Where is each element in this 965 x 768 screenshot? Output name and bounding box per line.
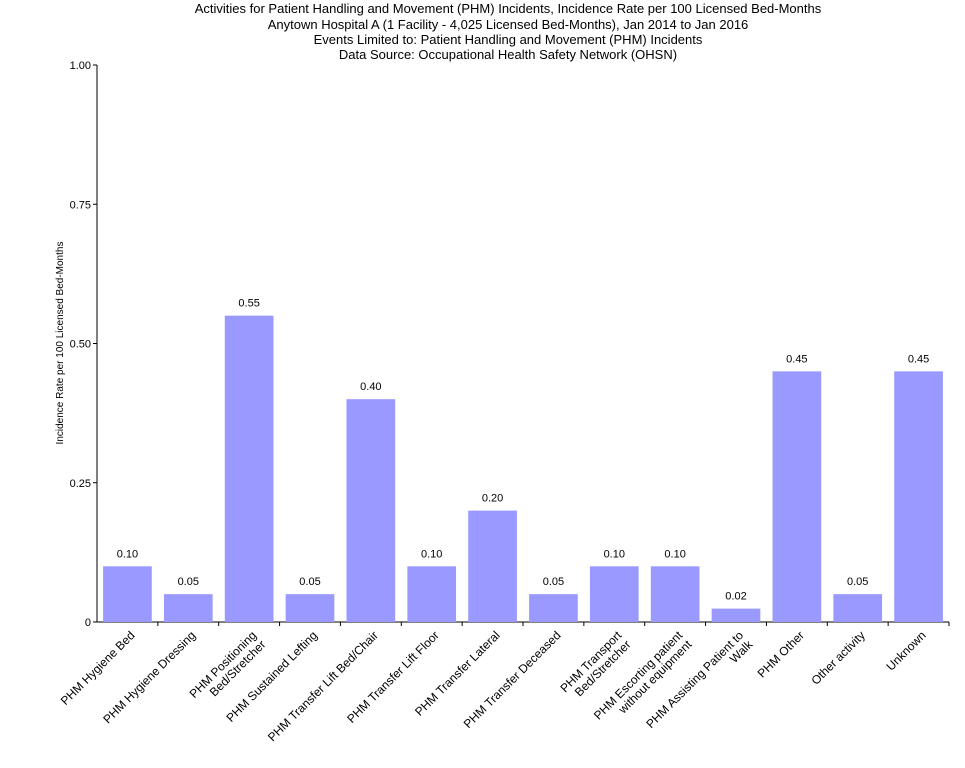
value-label: 0.02 bbox=[725, 591, 746, 603]
y-tick-label: 0.50 bbox=[70, 339, 91, 351]
x-tick-label-line: PHM Other bbox=[755, 628, 807, 680]
value-label: 0.10 bbox=[664, 548, 685, 560]
value-label: 0.10 bbox=[604, 548, 625, 560]
x-tick-label-group: Other activity bbox=[808, 628, 867, 687]
bar bbox=[589, 566, 639, 622]
chart-title: Activities for Patient Handling and Move… bbox=[195, 1, 822, 16]
x-tick-label-line: Other activity bbox=[808, 628, 867, 687]
bar bbox=[346, 399, 396, 622]
x-tick-label-group: PHM Other bbox=[755, 628, 807, 680]
bar bbox=[833, 594, 883, 622]
bar bbox=[894, 371, 943, 622]
chart-subtitle: Data Source: Occupational Health Safety … bbox=[339, 47, 677, 62]
x-tick-label: PHM Other bbox=[755, 628, 807, 680]
bar bbox=[529, 594, 578, 622]
bar bbox=[772, 371, 822, 622]
bar bbox=[285, 594, 335, 622]
x-tick-label-line: Unknown bbox=[883, 628, 928, 673]
bar bbox=[711, 608, 761, 622]
x-tick-label-line: PHM Transfer Lift Bed/Chair bbox=[265, 628, 381, 744]
value-label: 0.10 bbox=[117, 548, 138, 560]
value-label: 0.05 bbox=[847, 576, 868, 588]
bar bbox=[407, 566, 457, 622]
x-tick-label-group: Unknown bbox=[883, 628, 928, 673]
y-tick-label: 0.25 bbox=[70, 478, 91, 490]
y-tick-label: 0 bbox=[85, 617, 91, 629]
bar bbox=[650, 566, 700, 622]
bar bbox=[163, 594, 213, 622]
y-tick-label: 0.75 bbox=[70, 199, 91, 211]
value-label: 0.45 bbox=[786, 353, 807, 365]
bar bbox=[468, 510, 517, 622]
chart-subtitle: Events Limited to: Patient Handling and … bbox=[314, 32, 703, 47]
value-label: 0.05 bbox=[543, 576, 564, 588]
value-label: 0.20 bbox=[482, 493, 503, 505]
bar bbox=[224, 315, 274, 622]
value-label: 0.40 bbox=[360, 381, 381, 393]
value-label: 0.10 bbox=[421, 548, 442, 560]
x-tick-label: PHM Transfer Lift Bed/Chair bbox=[265, 628, 381, 744]
x-tick-label: Other activity bbox=[808, 628, 867, 687]
value-label: 0.05 bbox=[178, 576, 199, 588]
value-label: 0.55 bbox=[238, 298, 259, 310]
x-tick-label-group: PHM Transfer Lift Bed/Chair bbox=[265, 628, 381, 744]
chart-subtitle: Anytown Hospital A (1 Facility - 4,025 L… bbox=[268, 17, 749, 32]
x-tick-label: Unknown bbox=[883, 628, 928, 673]
value-label: 0.45 bbox=[908, 353, 929, 365]
y-axis-label: Incidence Rate per 100 Licensed Bed-Mont… bbox=[55, 242, 66, 445]
y-tick-label: 1.00 bbox=[70, 60, 91, 72]
bar bbox=[103, 566, 152, 622]
value-label: 0.05 bbox=[299, 576, 320, 588]
